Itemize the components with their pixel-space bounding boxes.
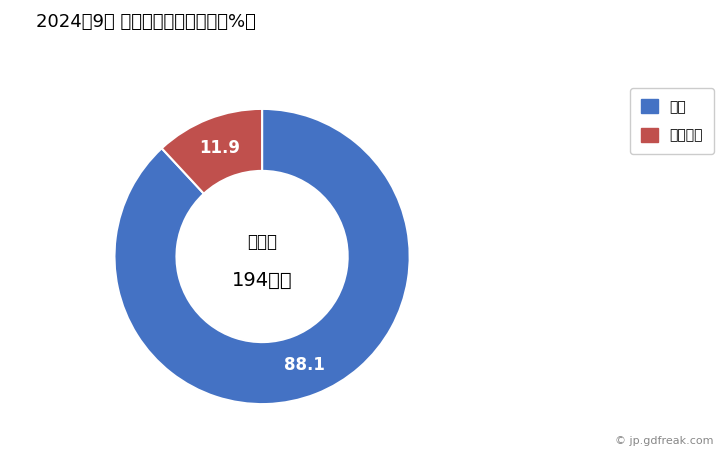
Text: 194万円: 194万円 — [232, 270, 293, 290]
Text: 88.1: 88.1 — [284, 356, 325, 374]
Legend: 中国, ベルギー: 中国, ベルギー — [630, 88, 713, 153]
Wedge shape — [162, 109, 262, 194]
Text: 11.9: 11.9 — [199, 139, 240, 157]
Text: © jp.gdfreak.com: © jp.gdfreak.com — [615, 436, 713, 446]
Wedge shape — [114, 109, 410, 404]
Text: 総　額: 総 額 — [247, 233, 277, 251]
Text: 2024年9月 輸出相手国のシェア（%）: 2024年9月 輸出相手国のシェア（%） — [36, 14, 256, 32]
